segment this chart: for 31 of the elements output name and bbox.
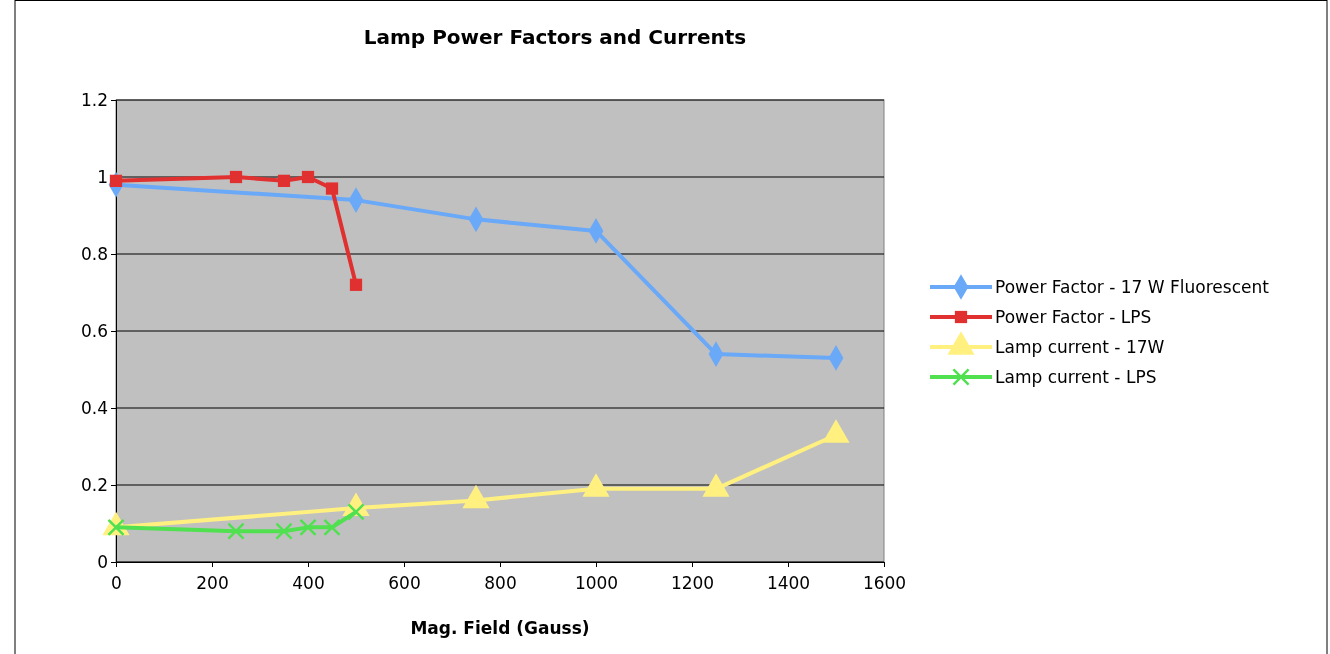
x-tick-label: 1600 [862,572,907,593]
point [275,522,293,540]
y-tick-label: 1 [97,166,108,187]
legend-label: Lamp current - LPS [995,366,1157,387]
x-tick-label: 200 [196,572,229,593]
y-tick-label: 0.8 [80,243,108,264]
point [299,518,317,537]
point [323,518,341,537]
y-tick-label: 0.4 [80,397,108,418]
y-tick-label: 0.2 [80,474,108,495]
point [277,174,291,187]
x-tick-label: 800 [484,572,517,593]
y-tick-label: 1.2 [80,89,108,110]
x-tick-label: 1200 [670,572,715,593]
point [325,182,339,195]
x-tick-label: 0 [111,572,122,593]
point [229,170,243,184]
x-tick-label: 1400 [766,572,811,593]
x-tick-label: 1000 [574,572,619,593]
legend-label: Lamp current - 17W [995,336,1165,357]
y-tick-label: 0 [97,551,108,572]
legend-label: Power Factor - 17 W Fluorescent [995,276,1270,297]
point [227,522,245,540]
x-tick-label: 400 [292,572,325,593]
x-axis-title: Mag. Field (Gauss) [410,618,590,638]
y-tick-label: 0.6 [80,320,108,341]
legend-label: Power Factor - LPS [995,306,1152,327]
chart-title: Lamp Power Factors and Currents [363,25,747,49]
point [349,278,363,291]
x-tick-label: 600 [388,572,421,593]
point [301,170,315,184]
